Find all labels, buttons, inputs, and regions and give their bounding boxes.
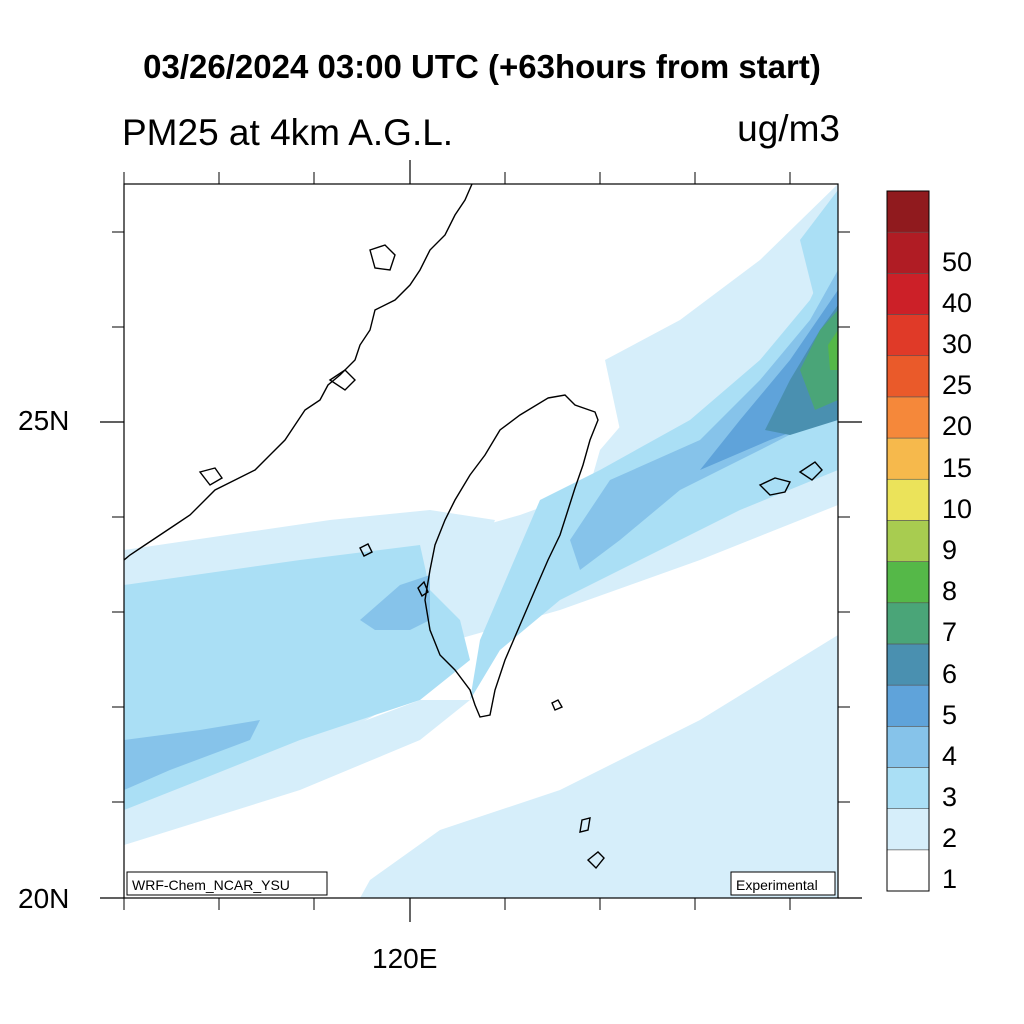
colorbar-swatch: [886, 684, 930, 727]
minor-ticks: [112, 172, 850, 910]
colorbar-frame: [886, 190, 930, 892]
colorbar-label: 25: [942, 370, 973, 401]
colorbar-label: 50: [942, 246, 973, 277]
status-label-box: [730, 871, 836, 896]
colorbar-swatch: [886, 602, 930, 645]
map-title: 03/26/2024 03:00 UTC (+63hours from star…: [143, 48, 821, 85]
colorbar-label: 10: [942, 493, 973, 524]
lon-label-120e: 120E: [372, 943, 438, 974]
colorbar-swatch: [886, 437, 930, 480]
colorbar-label: 3: [942, 782, 958, 813]
lat-label-20n: 20N: [18, 883, 70, 914]
colorbar-label: 7: [942, 617, 958, 648]
china-coastline: [124, 184, 473, 561]
colorbar-swatch: [886, 355, 930, 398]
colorbar-swatch: [886, 231, 930, 274]
colorbar-label: 8: [942, 576, 958, 607]
colorbar-label: 40: [942, 287, 973, 318]
map-frame: [123, 183, 839, 899]
coastlines: [124, 184, 823, 870]
colorbar-swatch: [886, 767, 930, 809]
colorbar-swatch: [886, 314, 930, 357]
colorbar-label: 6: [942, 658, 958, 689]
colorbar-swatch: [886, 643, 930, 686]
colorbar: [886, 190, 930, 892]
taiwan-outline: [424, 394, 599, 718]
colorbar-swatch: [886, 561, 930, 604]
colorbar-label: 2: [942, 823, 958, 854]
variable-subtitle: PM25 at 4km A.G.L.: [122, 112, 454, 153]
colorbar-swatch: [886, 273, 930, 315]
colorbar-swatch: [886, 520, 930, 562]
lat-label-25n: 25N: [18, 405, 70, 436]
colorbar-swatch: [886, 808, 930, 851]
model-label-box: [126, 871, 328, 896]
units-label: ug/m3: [737, 108, 840, 149]
status-label: Experimental: [736, 877, 818, 893]
pm25-shading: [124, 184, 838, 898]
colorbar-swatch: [886, 849, 930, 892]
colorbar-label: 9: [942, 535, 958, 565]
colorbar-label: 15: [942, 452, 973, 483]
colorbar-swatch: [886, 478, 930, 521]
colorbar-label: 30: [942, 329, 973, 360]
colorbar-label: 4: [942, 740, 958, 771]
colorbar-label: 20: [942, 411, 973, 442]
colorbar-label: 1: [942, 864, 958, 895]
colorbar-swatch: [886, 190, 930, 233]
colorbar-swatch: [886, 725, 930, 768]
model-label: WRF-Chem_NCAR_YSU: [132, 877, 290, 893]
axis-ticks: [100, 160, 862, 922]
colorbar-label: 5: [942, 699, 958, 730]
colorbar-swatch: [886, 396, 930, 439]
